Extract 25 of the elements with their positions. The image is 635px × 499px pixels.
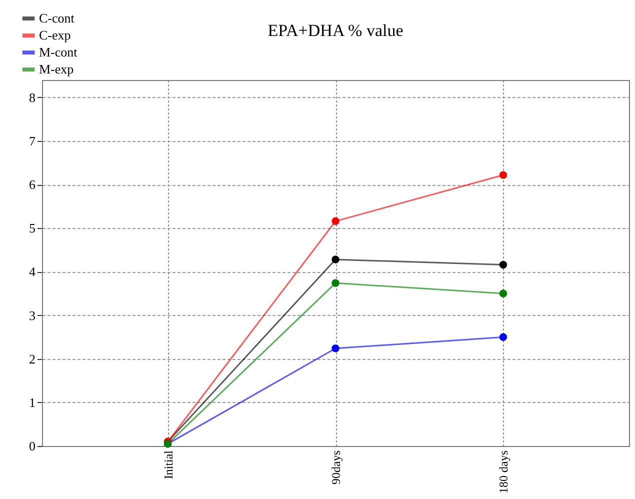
point <box>499 171 508 179</box>
x-tick-label: 90days <box>329 450 343 484</box>
legend-label: M-exp <box>39 62 74 76</box>
y-tick-label: 0 <box>29 438 36 454</box>
point <box>499 290 508 298</box>
legend-label: C-exp <box>39 28 71 42</box>
point <box>499 260 508 269</box>
chart-title: EPA+DHA % value <box>268 21 404 40</box>
x-tick-label: Initial <box>161 450 176 480</box>
point <box>332 279 340 287</box>
y-tick-label: 2 <box>29 351 36 366</box>
legend-label: C-cont <box>39 10 75 26</box>
y-tick-label: 3 <box>29 308 36 323</box>
point <box>332 217 340 226</box>
legend-label: M-cont <box>39 44 78 60</box>
y-tick-label: 6 <box>29 177 36 192</box>
x-tick-label: 180 days <box>496 450 511 494</box>
point <box>499 333 508 341</box>
y-tick-label: 5 <box>29 220 36 236</box>
point <box>332 256 340 264</box>
y-tick-label: 1 <box>29 394 36 410</box>
y-tick-label: 4 <box>29 264 36 280</box>
point <box>332 344 340 352</box>
y-tick-label: 8 <box>29 90 36 105</box>
y-tick-label: 7 <box>29 134 36 148</box>
